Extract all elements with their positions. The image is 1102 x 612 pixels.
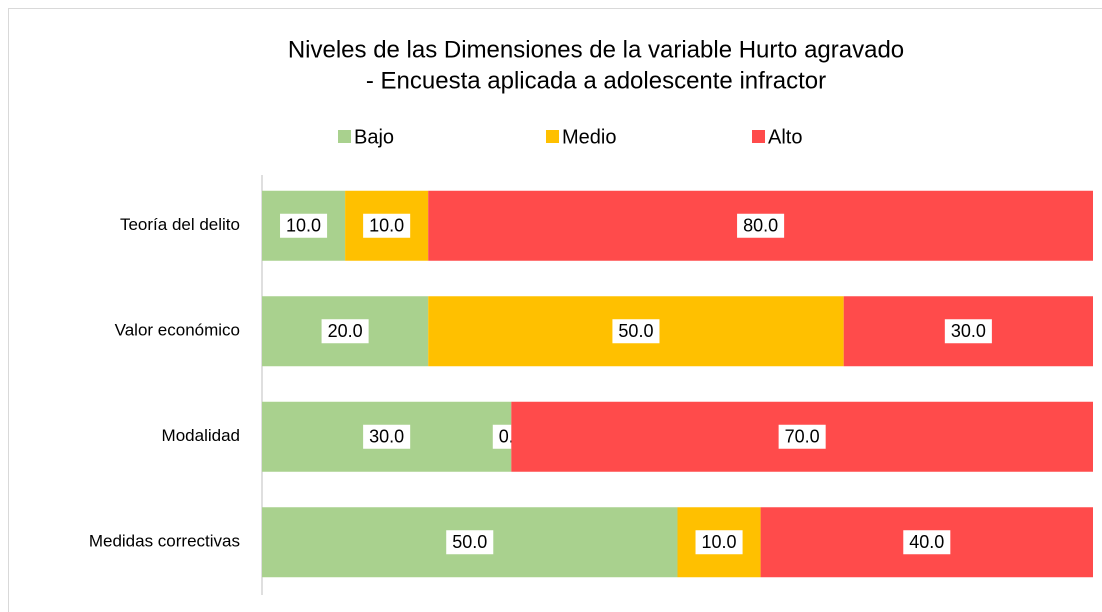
legend-swatch xyxy=(338,130,351,143)
data-label-box xyxy=(612,319,660,344)
data-label-box xyxy=(903,530,951,555)
data-label-box xyxy=(446,530,494,555)
y-tick-label: Medidas correctivas xyxy=(89,532,240,551)
data-label-box xyxy=(778,424,826,449)
data-label-box xyxy=(280,213,328,238)
data-label: 50.0 xyxy=(452,532,487,552)
data-label-box xyxy=(321,319,369,344)
data-label-box xyxy=(737,213,785,238)
legend-label: Bajo xyxy=(354,126,394,148)
data-label: 10.0 xyxy=(286,216,321,236)
data-label-box xyxy=(363,424,411,449)
data-label: 80.0 xyxy=(743,216,778,236)
data-label: 10.0 xyxy=(369,216,404,236)
data-label: 70.0 xyxy=(785,427,820,447)
data-label-box xyxy=(944,319,992,344)
data-label: 10.0 xyxy=(702,532,737,552)
y-tick-label: Valor económico xyxy=(115,321,240,340)
legend-label: Alto xyxy=(768,126,802,148)
data-label-box xyxy=(363,213,411,238)
data-label: 50.0 xyxy=(618,321,653,341)
data-label: 30.0 xyxy=(951,321,986,341)
data-label: 30.0 xyxy=(369,427,404,447)
chart-title: - Encuesta aplicada a adolescente infrac… xyxy=(366,67,826,94)
data-label: 20.0 xyxy=(328,321,363,341)
chart-title: Niveles de las Dimensiones de la variabl… xyxy=(288,36,904,63)
y-tick-label: Modalidad xyxy=(162,426,240,445)
chart-border xyxy=(8,8,1102,612)
y-tick-label: Teoría del delito xyxy=(120,215,240,234)
data-label-box xyxy=(695,530,743,555)
legend-swatch xyxy=(546,130,559,143)
data-label: 40.0 xyxy=(909,532,944,552)
legend-label: Medio xyxy=(562,126,616,148)
legend-swatch xyxy=(752,130,765,143)
